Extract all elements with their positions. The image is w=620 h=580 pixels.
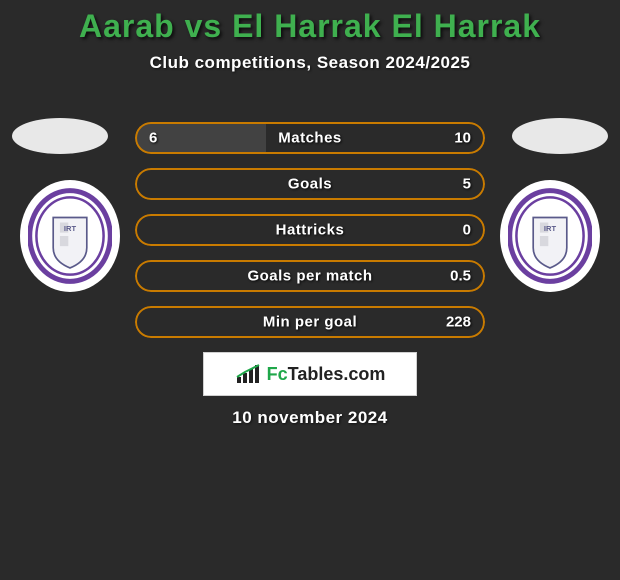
brand-text: FcTables.com bbox=[267, 364, 386, 385]
stat-bar-row: Min per goal228 bbox=[135, 306, 485, 338]
club-badge-right: IRT bbox=[500, 180, 600, 292]
bar-label: Matches bbox=[135, 130, 485, 147]
date-line: 10 november 2024 bbox=[0, 408, 620, 428]
page-title: Aarab vs El Harrak El Harrak bbox=[0, 0, 620, 45]
subtitle: Club competitions, Season 2024/2025 bbox=[0, 53, 620, 73]
bar-label: Min per goal bbox=[135, 314, 485, 331]
shield-icon: IRT bbox=[28, 188, 112, 284]
bar-label: Goals per match bbox=[135, 268, 485, 285]
brand-box: FcTables.com bbox=[203, 352, 417, 396]
stat-bar-row: Hattricks0 bbox=[135, 214, 485, 246]
svg-text:IRT: IRT bbox=[544, 224, 557, 233]
bar-chart-icon bbox=[235, 363, 263, 385]
bar-value-right: 5 bbox=[463, 176, 471, 193]
club-badge-left: IRT bbox=[20, 180, 120, 292]
bar-value-right: 0 bbox=[463, 222, 471, 239]
flag-right bbox=[512, 118, 608, 154]
bar-value-right: 10 bbox=[454, 130, 471, 147]
bar-value-left: 6 bbox=[149, 130, 157, 147]
bar-label: Hattricks bbox=[135, 222, 485, 239]
flag-left bbox=[12, 118, 108, 154]
stat-bar-row: Goals5 bbox=[135, 168, 485, 200]
bar-value-right: 228 bbox=[446, 314, 471, 331]
svg-text:IRT: IRT bbox=[64, 224, 77, 233]
shield-icon: IRT bbox=[508, 188, 592, 284]
brand-prefix: Fc bbox=[267, 364, 288, 384]
brand-suffix: Tables.com bbox=[288, 364, 386, 384]
stat-bar-row: Goals per match0.5 bbox=[135, 260, 485, 292]
stat-bars: Matches6 10 Goals5 Hattricks0 Goals per matc… bbox=[135, 122, 485, 352]
bar-label: Goals bbox=[135, 176, 485, 193]
bar-value-right: 0.5 bbox=[450, 268, 471, 285]
stat-bar-row: Matches6 10 bbox=[135, 122, 485, 154]
